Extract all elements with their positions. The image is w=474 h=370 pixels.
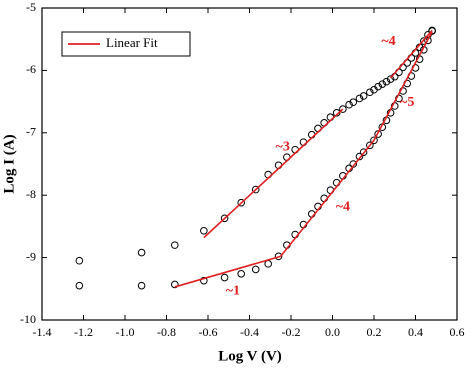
x-tick-label: 0.2 [367,325,382,339]
data-point [220,273,229,282]
data-point [171,241,179,249]
y-tick-label: -9 [26,249,36,263]
data-point [382,77,391,86]
x-tick-label: -0.6 [199,325,218,339]
data-point [137,281,146,290]
data-point [75,281,84,290]
annotation: ~4 [381,34,395,49]
data-point [75,256,84,265]
data-point [359,148,368,156]
x-tick-label: -1.4 [33,325,52,339]
x-tick-label: -0.2 [282,325,301,339]
x-tick-label: -0.4 [240,325,259,339]
legend-label: Linear Fit [106,35,158,50]
data-point [374,82,382,91]
data-point [370,136,378,145]
y-tick-label: -8 [26,187,36,201]
data-point [366,88,374,97]
x-tick-label: -0.8 [157,325,176,339]
x-tick-label: 0.0 [325,325,340,339]
y-tick-label: -5 [26,0,36,14]
y-tick-label: -10 [20,312,36,326]
x-tick-label: 0.6 [450,325,465,339]
data-point [355,94,364,103]
data-point [366,141,374,150]
data-point [355,152,364,161]
y-tick-label: -6 [26,62,36,76]
data-point [237,270,245,278]
data-point [386,75,395,83]
fit-line [174,255,281,288]
annotation: ~1 [226,284,240,299]
data-point [264,260,272,268]
data-point [274,252,283,261]
annotation: ~4 [336,199,350,214]
y-tick-label: -7 [26,125,36,139]
data-point [349,98,358,107]
x-tick-label: 0.4 [408,325,423,339]
data-point [237,198,245,207]
data-point [378,80,387,88]
data-point [251,185,260,194]
data-point [200,226,208,235]
data-point [359,92,368,100]
x-axis-title: Log V (V) [218,348,282,364]
fit-line [203,108,344,239]
data-point [220,214,229,223]
data-point [424,36,432,45]
x-tick-label: -1.2 [74,325,93,339]
data-point [428,27,436,35]
data-point [251,265,260,274]
fit-line [280,139,375,257]
y-axis-title: Log I (A) [1,134,17,193]
x-tick-label: -1.0 [116,325,135,339]
fit-line [373,31,433,141]
data-point [137,248,146,257]
data-point [171,280,179,289]
data-point [339,105,347,113]
data-point [345,100,353,109]
data-point [200,276,208,285]
data-point [374,130,382,138]
annotation: ~3 [276,139,290,154]
annotation: ~5 [400,95,414,110]
fit-line [389,29,433,79]
